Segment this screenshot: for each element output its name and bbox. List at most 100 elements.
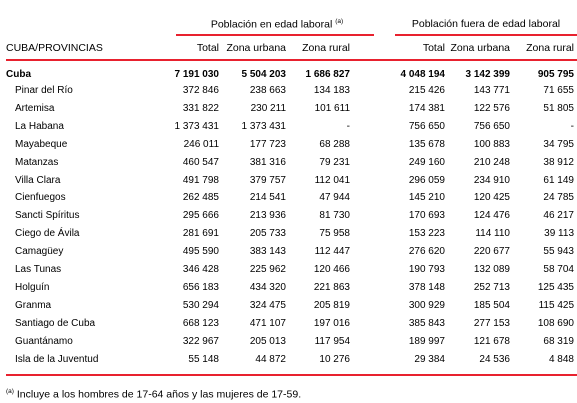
cell-urbana-laboral: 324 475 <box>249 299 286 311</box>
group-divider-outside-working-age <box>395 34 577 36</box>
cell-total-fuera: 145 210 <box>408 192 445 204</box>
province-name: Guantánamo <box>15 335 73 347</box>
cell-rural-fuera: 68 319 <box>543 335 574 347</box>
cell-rural-fuera: 108 690 <box>537 317 574 329</box>
table-row: Sancti Spíritus 295 666 213 936 81 730 170 6… <box>0 210 577 226</box>
table-row: Artemisa 331 822 230 211 101 611 174 381 122 … <box>0 103 577 119</box>
cell-rural-laboral: 79 231 <box>319 156 350 168</box>
cell-urbana-fuera: 132 089 <box>473 264 510 275</box>
cell-total-fuera: 385 843 <box>408 317 445 329</box>
cell-urbana-laboral: 205 733 <box>249 228 286 240</box>
cell-total-laboral: 295 666 <box>182 210 219 222</box>
cell-total-laboral: 460 547 <box>182 156 219 168</box>
table-row: Villa Clara 491 798 379 757 112 041 296 059 2… <box>0 175 577 191</box>
cell-urbana-laboral: 434 320 <box>249 281 286 293</box>
cell-rural-fuera: 34 795 <box>543 138 574 150</box>
cell-rural-fuera: 115 425 <box>538 299 574 311</box>
cell-rural-fuera: 46 217 <box>543 210 574 222</box>
group-header-working-age-label: Población en edad laboral <box>210 18 333 31</box>
cell-rural-fuera: 51 805 <box>543 102 574 114</box>
cell-rural-laboral: 197 016 <box>313 317 350 329</box>
cell-rural-fuera: 61 149 <box>543 174 574 186</box>
footnote-mark: (a) <box>6 388 14 395</box>
cell-rural-laboral: 112 447 <box>314 246 350 258</box>
province-name: Ciego de Ávila <box>15 228 80 240</box>
footnote: (a) Incluye a los hombres de 17-64 años … <box>6 388 301 401</box>
footnote-text: Incluye a los hombres de 17-64 años y la… <box>13 388 302 401</box>
table-row: Ciego de Ávila 281 691 205 733 75 958 153 22… <box>0 228 577 244</box>
province-name: Holguín <box>15 281 50 293</box>
cell-urbana-fuera: 114 110 <box>475 228 510 240</box>
cell-total-laboral: 331 822 <box>182 102 219 114</box>
group-divider-working-age <box>176 34 374 36</box>
cell-rural-fuera: 38 912 <box>543 156 574 168</box>
cell-total-laboral: 491 798 <box>182 174 219 186</box>
cell-urbana-laboral: 44 872 <box>255 353 286 365</box>
cell-total-fuera: 153 223 <box>408 228 445 240</box>
cell-total-laboral: 246 011 <box>183 138 219 150</box>
province-name: Isla de la Juventud <box>15 353 99 365</box>
cell-total-laboral: 495 590 <box>182 246 219 258</box>
cell-urbana-laboral: 238 663 <box>249 85 286 96</box>
cell-total-laboral: 262 485 <box>182 192 219 204</box>
cell-urbana-fuera: 122 576 <box>473 102 510 114</box>
cell-urbana-fuera: 210 248 <box>473 156 510 168</box>
column-header-urbana-fuera: Zona urbana <box>450 42 510 54</box>
cell-urbana-fuera: 143 771 <box>473 85 510 96</box>
cell-urbana-fuera: 120 425 <box>473 192 510 204</box>
cell-urbana-fuera: 234 910 <box>473 174 510 186</box>
cell-total-fuera: 135 678 <box>408 138 445 150</box>
province-name: Mayabeque <box>15 138 68 150</box>
cell-urbana-laboral: 177 723 <box>249 138 286 150</box>
cell-total-fuera: 29 384 <box>414 353 445 365</box>
column-header-urbana-laboral: Zona urbana <box>226 42 286 54</box>
column-header-region: CUBA/PROVINCIAS <box>6 42 103 54</box>
cell-total-fuera: 249 160 <box>408 156 445 168</box>
cell-rural-laboral: 1 686 827 <box>305 69 351 80</box>
cell-urbana-laboral: 379 757 <box>249 174 286 186</box>
cell-total-fuera: 170 693 <box>408 210 445 222</box>
group-header-working-age: Población en edad laboral (a) <box>176 18 378 31</box>
province-name: Artemisa <box>15 102 55 114</box>
province-name: Pinar del Río <box>15 85 73 96</box>
cell-total-fuera: 300 929 <box>408 299 445 311</box>
cell-urbana-fuera: 220 677 <box>473 246 510 258</box>
table-row: Guantánamo 322 967 205 013 117 954 189 997 12… <box>0 336 577 352</box>
cell-total-laboral: 281 691 <box>182 228 219 240</box>
table-row: Camagüey 495 590 383 143 112 447 276 620 220 … <box>0 246 577 262</box>
column-header-total-fuera: Total <box>422 42 445 54</box>
cell-urbana-laboral: 214 541 <box>249 192 286 204</box>
cell-urbana-laboral: 471 107 <box>249 317 286 329</box>
cell-rural-laboral: 10 276 <box>319 353 350 365</box>
table-row: Pinar del Río 372 846 238 663 134 183 215 42… <box>0 85 577 101</box>
cell-urbana-laboral: 213 936 <box>249 210 286 222</box>
cell-urbana-fuera: 124 476 <box>473 210 510 222</box>
column-header-rural-fuera: Zona rural <box>526 42 574 54</box>
cell-rural-laboral: 205 819 <box>313 299 350 311</box>
cell-total-laboral: 7 191 030 <box>174 69 220 80</box>
cell-urbana-fuera: 277 153 <box>473 317 510 329</box>
cell-urbana-laboral: 225 962 <box>249 264 286 275</box>
table-row: Granma 530 294 324 475 205 819 300 929 185 50… <box>0 300 577 316</box>
cell-total-laboral: 322 967 <box>182 335 219 347</box>
cell-urbana-fuera: 185 504 <box>473 299 510 311</box>
header-divider <box>6 59 577 61</box>
cell-rural-fuera: 55 943 <box>543 246 574 258</box>
cell-total-fuera: 378 148 <box>408 281 445 293</box>
cell-urbana-fuera: 252 713 <box>473 281 510 293</box>
cell-rural-fuera: 71 655 <box>543 85 574 96</box>
cell-total-fuera: 4 048 194 <box>400 69 446 80</box>
cell-rural-fuera: 58 704 <box>543 264 574 275</box>
cell-urbana-fuera: 756 650 <box>473 120 510 132</box>
province-name: Santiago de Cuba <box>15 317 96 329</box>
cell-total-laboral: 372 846 <box>182 85 219 96</box>
cell-total-fuera: 190 793 <box>408 264 445 275</box>
cell-rural-fuera: 24 785 <box>543 192 574 204</box>
cell-total-laboral: 668 123 <box>182 317 219 329</box>
table-row: Cienfuegos 262 485 214 541 47 944 145 210 120… <box>0 192 577 208</box>
cell-urbana-fuera: 3 142 399 <box>465 69 511 80</box>
cell-rural-fuera: 125 435 <box>537 281 574 293</box>
cell-rural-laboral: 81 730 <box>319 210 350 222</box>
province-name: Villa Clara <box>15 174 61 186</box>
